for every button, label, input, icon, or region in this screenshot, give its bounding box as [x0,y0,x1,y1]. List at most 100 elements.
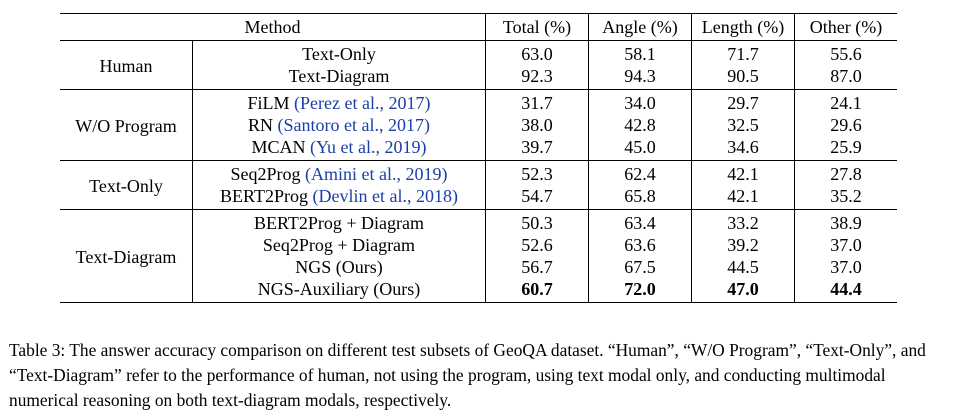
total-cell-best: 60.7 [485,278,589,303]
method-cell: FiLM (Perez et al., 2017) [192,89,486,114]
table-row: NGS (Ours) 56.7 67.5 44.5 37.0 [60,256,897,278]
group-label: Text-Only [60,160,193,210]
group-wo-program: W/O Program FiLM (Perez et al., 2017) 31… [60,89,897,161]
method-cell: RN (Santoro et al., 2017) [192,114,486,136]
method-name: BERT2Prog + Diagram [253,213,425,233]
other-cell: 27.8 [830,164,862,184]
method-cell: Seq2Prog + Diagram [192,234,486,256]
total-cell: 54.7 [485,185,589,210]
total-cell: 31.7 [485,89,589,114]
length-cell: 34.6 [691,136,795,161]
method-cell: NGS-Auxiliary (Ours) [192,278,486,303]
citation-link[interactable]: (Santoro et al., 2017) [277,115,430,135]
header-method: Method [60,13,486,41]
method-name: RN [248,115,278,135]
angle-cell: 63.4 [588,209,692,234]
group-label: Text-Diagram [60,209,193,303]
other-cell-best: 44.4 [830,279,862,299]
total-cell: 52.6 [485,234,589,256]
angle-cell: 65.8 [588,185,692,210]
group-text-only: Text-Only Seq2Prog (Amini et al., 2019) … [60,160,897,210]
length-cell: 39.2 [691,234,795,256]
citation-link[interactable]: (Amini et al., 2019) [305,164,448,184]
table-row-best: NGS-Auxiliary (Ours) 60.7 72.0 47.0 44.4 [60,278,897,303]
table-header: Method Total (%) Angle (%) Length (%) Ot… [60,13,897,41]
group-label: W/O Program [60,89,193,161]
table-row: Text-Diagram BERT2Prog + Diagram 50.3 63… [60,209,897,303]
table-row: W/O Program FiLM (Perez et al., 2017) 31… [60,89,897,161]
results-table: Method Total (%) Angle (%) Length (%) Ot… [60,13,897,303]
table-caption: Table 3: The answer accuracy comparison … [9,340,926,410]
group-text-diagram: Text-Diagram BERT2Prog + Diagram 50.3 63… [60,209,897,303]
table-row: RN (Santoro et al., 2017) 38.0 42.8 32.5… [60,114,897,136]
other-cell: 37.0 [830,235,862,255]
method-cell: Text-Diagram [192,65,486,90]
method-cell: NGS (Ours) [192,256,486,278]
length-cell: 42.1 [691,160,795,185]
method-name: BERT2Prog [220,186,313,206]
other-cell: 35.2 [830,186,862,206]
table-row: Text-Diagram 92.3 94.3 90.5 87.0 [60,65,897,90]
length-cell: 29.7 [691,89,795,114]
angle-cell-best: 72.0 [588,278,692,303]
other-cell: 87.0 [830,66,862,86]
total-cell: 56.7 [485,256,589,278]
other-cell: 38.9 [830,213,862,233]
length-cell-best: 47.0 [691,278,795,303]
length-cell: 42.1 [691,185,795,210]
method-name: Text-Only [302,44,376,64]
citation-link[interactable]: (Yu et al., 2019) [310,137,427,157]
total-cell: 52.3 [485,160,589,185]
angle-cell: 94.3 [588,65,692,90]
other-cell: 29.6 [830,115,862,135]
method-name: MCAN [251,137,311,157]
group-human: Human Text-Only 63.0 58.1 71.7 55.6 Text… [60,40,897,90]
total-cell: 92.3 [485,65,589,90]
length-cell: 33.2 [691,209,795,234]
length-cell: 32.5 [691,114,795,136]
citation-link[interactable]: (Devlin et al., 2018) [312,186,458,206]
other-cell: 25.9 [830,137,862,157]
total-cell: 63.0 [485,40,589,65]
total-cell: 39.7 [485,136,589,161]
other-cell: 55.6 [830,44,862,64]
header-angle: Angle (%) [588,13,692,41]
total-cell: 50.3 [485,209,589,234]
table-row: Human Text-Only 63.0 58.1 71.7 55.6 [60,40,897,90]
method-cell: Text-Only [192,40,486,65]
header-row: Method Total (%) Angle (%) Length (%) Ot… [60,13,897,41]
method-cell: BERT2Prog (Devlin et al., 2018) [192,185,486,210]
method-cell: BERT2Prog + Diagram [192,209,486,234]
angle-cell: 63.6 [588,234,692,256]
angle-cell: 42.8 [588,114,692,136]
results-table-container: Method Total (%) Angle (%) Length (%) Ot… [60,13,897,303]
length-cell: 71.7 [691,40,795,65]
other-cell: 24.1 [830,93,862,113]
group-label: Human [60,40,193,90]
table-row: MCAN (Yu et al., 2019) 39.7 45.0 34.6 25… [60,136,897,161]
method-name: Seq2Prog + Diagram [262,235,416,255]
table-row: Text-Only Seq2Prog (Amini et al., 2019) … [60,160,897,210]
method-name: NGS (Ours) [295,257,383,277]
angle-cell: 62.4 [588,160,692,185]
header-total: Total (%) [485,13,589,41]
angle-cell: 45.0 [588,136,692,161]
method-cell: Seq2Prog (Amini et al., 2019) [192,160,486,185]
length-cell: 44.5 [691,256,795,278]
citation-link[interactable]: (Perez et al., 2017) [294,93,431,113]
method-cell: MCAN (Yu et al., 2019) [192,136,486,161]
angle-cell: 34.0 [588,89,692,114]
other-cell: 37.0 [830,257,862,277]
angle-cell: 67.5 [588,256,692,278]
method-name: NGS-Auxiliary (Ours) [257,279,421,299]
method-name: Text-Diagram [288,66,390,86]
length-cell: 90.5 [691,65,795,90]
header-length: Length (%) [691,13,795,41]
angle-cell: 58.1 [588,40,692,65]
header-other: Other (%) [794,13,897,41]
method-name: Seq2Prog [230,164,306,184]
total-cell: 38.0 [485,114,589,136]
method-name: FiLM [247,93,295,113]
table-row: BERT2Prog (Devlin et al., 2018) 54.7 65.… [60,185,897,210]
table-row: Seq2Prog + Diagram 52.6 63.6 39.2 37.0 [60,234,897,256]
